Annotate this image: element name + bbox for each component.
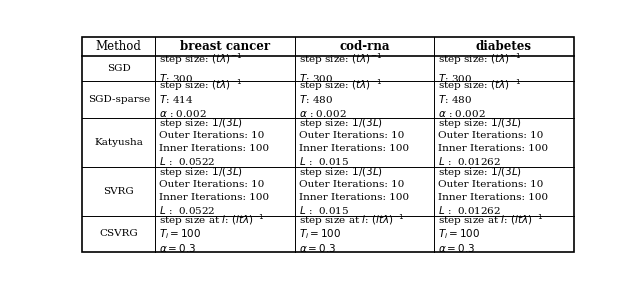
Text: $T$: 414: $T$: 414 (159, 93, 193, 105)
Text: $L$ :  0.0522: $L$ : 0.0522 (159, 204, 216, 216)
Text: Inner Iterations: 100: Inner Iterations: 100 (299, 193, 409, 202)
Text: $\alpha = 0.3$: $\alpha = 0.3$ (299, 242, 336, 254)
Text: Outer Iterations: 10: Outer Iterations: 10 (159, 131, 264, 140)
Text: Inner Iterations: 100: Inner Iterations: 100 (438, 193, 548, 202)
Text: $L$ :  0.01262: $L$ : 0.01262 (438, 155, 501, 167)
Text: $L$ :  0.0522: $L$ : 0.0522 (159, 155, 216, 167)
Text: $T$: 480: $T$: 480 (438, 93, 472, 105)
Text: SVRG: SVRG (104, 186, 134, 196)
Text: $T_i = 100$: $T_i = 100$ (438, 227, 481, 241)
Text: step size: $1/(3L)$: step size: $1/(3L)$ (438, 166, 522, 180)
Text: step size: $1/(3L)$: step size: $1/(3L)$ (299, 166, 383, 180)
Text: diabetes: diabetes (476, 40, 532, 53)
Text: SGD: SGD (107, 64, 131, 73)
Text: step size at $i$: $(it\lambda)^{-1}$: step size at $i$: $(it\lambda)^{-1}$ (438, 212, 544, 228)
Text: SGD-sparse: SGD-sparse (88, 95, 150, 104)
Text: Inner Iterations: 100: Inner Iterations: 100 (438, 144, 548, 153)
Text: breast cancer: breast cancer (180, 40, 270, 53)
Text: $\alpha$ : 0.002: $\alpha$ : 0.002 (159, 108, 207, 119)
Text: Outer Iterations: 10: Outer Iterations: 10 (299, 131, 404, 140)
Text: CSVRG: CSVRG (99, 229, 138, 239)
Text: $\alpha$ : 0.002: $\alpha$ : 0.002 (299, 108, 346, 119)
Text: Outer Iterations: 10: Outer Iterations: 10 (438, 180, 543, 189)
Text: step size: $(t\lambda)^{-1}$: step size: $(t\lambda)^{-1}$ (159, 51, 242, 67)
Text: $L$ :  0.015: $L$ : 0.015 (299, 204, 349, 216)
Text: step size: $(t\lambda)^{-1}$: step size: $(t\lambda)^{-1}$ (438, 78, 521, 93)
Text: step size at $i$: $(it\lambda)^{-1}$: step size at $i$: $(it\lambda)^{-1}$ (299, 212, 404, 228)
Text: step size: $1/(3L)$: step size: $1/(3L)$ (299, 116, 383, 130)
Text: $\alpha$ : 0.002: $\alpha$ : 0.002 (438, 108, 486, 119)
Text: Inner Iterations: 100: Inner Iterations: 100 (159, 193, 269, 202)
Text: Outer Iterations: 10: Outer Iterations: 10 (159, 180, 264, 189)
Text: $T$: 300: $T$: 300 (159, 72, 193, 84)
Text: $T$: 300: $T$: 300 (299, 72, 333, 84)
Text: step size: $(t\lambda)^{-1}$: step size: $(t\lambda)^{-1}$ (299, 78, 381, 93)
Text: $T$: 480: $T$: 480 (299, 93, 333, 105)
Text: $T_i = 100$: $T_i = 100$ (159, 227, 202, 241)
Text: $\alpha = 0.3$: $\alpha = 0.3$ (438, 242, 476, 254)
Text: Outer Iterations: 10: Outer Iterations: 10 (299, 180, 404, 189)
Text: $L$ :  0.01262: $L$ : 0.01262 (438, 204, 501, 216)
Text: $T_i = 100$: $T_i = 100$ (299, 227, 341, 241)
Text: step size: $(t\lambda)^{-1}$: step size: $(t\lambda)^{-1}$ (299, 51, 381, 67)
Text: Outer Iterations: 10: Outer Iterations: 10 (438, 131, 543, 140)
Text: $\alpha = 0.3$: $\alpha = 0.3$ (159, 242, 196, 254)
Text: $T$: 300: $T$: 300 (438, 72, 472, 84)
Text: step size: $(t\lambda)^{-1}$: step size: $(t\lambda)^{-1}$ (159, 78, 242, 93)
Text: cod-rna: cod-rna (339, 40, 390, 53)
Text: $L$ :  0.015: $L$ : 0.015 (299, 155, 349, 167)
Text: Katyusha: Katyusha (94, 138, 143, 147)
Text: Method: Method (96, 40, 141, 53)
Text: step size: $1/(3L)$: step size: $1/(3L)$ (159, 166, 243, 180)
Text: step size: $1/(3L)$: step size: $1/(3L)$ (438, 116, 522, 130)
Text: Inner Iterations: 100: Inner Iterations: 100 (299, 144, 409, 153)
Text: step size: $(t\lambda)^{-1}$: step size: $(t\lambda)^{-1}$ (438, 51, 521, 67)
Text: Inner Iterations: 100: Inner Iterations: 100 (159, 144, 269, 153)
Text: step size at $i$: $(it\lambda)^{-1}$: step size at $i$: $(it\lambda)^{-1}$ (159, 212, 265, 228)
Text: step size: $1/(3L)$: step size: $1/(3L)$ (159, 116, 243, 130)
